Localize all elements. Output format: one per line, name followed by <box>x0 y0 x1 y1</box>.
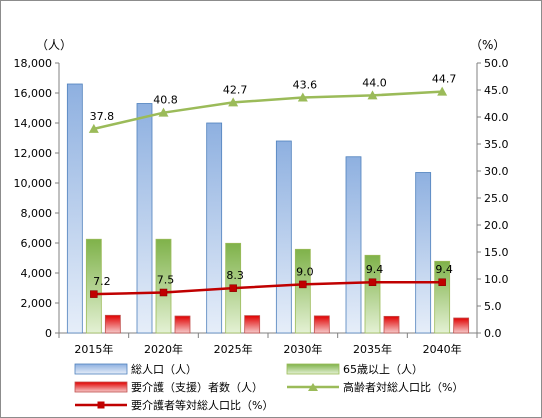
bar-elderly-65plus <box>294 248 311 334</box>
legend-care-recipients-swatch <box>74 381 128 393</box>
x-tick-label: 2035年 <box>353 342 392 356</box>
marker-care-ratio <box>438 278 446 286</box>
legend-elderly-ratio-marker <box>308 383 318 391</box>
data-label-elderly-ratio: 37.8 <box>90 110 115 123</box>
y-right-tick-label: 40.0 <box>484 111 509 124</box>
y-left-tick-label: 0 <box>45 327 52 340</box>
marker-elderly-ratio <box>158 107 169 117</box>
bar-total-population <box>345 156 362 334</box>
marker-elderly-ratio <box>437 86 448 96</box>
x-tick-label: 2020年 <box>144 342 183 356</box>
y-right-tick-label: 25.0 <box>484 192 509 205</box>
legend-care-ratio-label: 要介護者等対総人口比（%） <box>131 398 273 412</box>
data-label-care-ratio: 9.0 <box>296 265 314 278</box>
data-label-care-ratio: 9.4 <box>435 263 453 276</box>
bar-total-population <box>275 140 292 334</box>
legend-care-ratio-marker <box>97 401 105 409</box>
bar-care-recipients <box>104 314 121 334</box>
y-right-tick-label: 15.0 <box>484 246 509 259</box>
marker-care-ratio <box>229 284 237 292</box>
y-right-tick-label: 0.0 <box>484 327 502 340</box>
marker-care-ratio <box>90 290 98 298</box>
y-left-tick-label: 4,000 <box>21 267 53 280</box>
legend-care-recipients-label: 要介護（支援）者数（人） <box>131 380 263 394</box>
y-right-tick-label: 20.0 <box>484 219 509 232</box>
legend-elderly-65plus-label: 65歳以上（人） <box>343 363 423 376</box>
bar-total-population <box>415 172 432 334</box>
x-tick-label: 2030年 <box>283 342 322 356</box>
line-elderly-ratio <box>93 90 443 131</box>
y-left-tick-label: 12,000 <box>14 147 53 160</box>
y-left-tick-label: 6,000 <box>21 237 53 250</box>
marker-elderly-ratio <box>228 97 239 107</box>
marker-care-ratio <box>368 278 377 286</box>
bar-total-population <box>66 83 83 334</box>
y-right-tick-label: 35.0 <box>484 138 509 151</box>
data-label-care-ratio: 8.3 <box>226 269 244 282</box>
legend-elderly-ratio-label: 高齢者対総人口比（%） <box>343 380 463 394</box>
legend-elderly-65plus-swatch <box>286 363 340 375</box>
y-right-unit-label: （%） <box>470 38 505 52</box>
data-label-care-ratio: 9.4 <box>366 263 384 276</box>
bar-elderly-65plus <box>364 254 381 334</box>
data-label-elderly-ratio: 42.7 <box>223 83 248 96</box>
line-care-ratio <box>93 280 443 296</box>
y-right-tick-label: 5.0 <box>484 300 502 313</box>
data-label-elderly-ratio: 44.7 <box>432 73 457 86</box>
marker-care-ratio <box>299 280 307 289</box>
y-left-tick-label: 14,000 <box>14 117 53 130</box>
bar-care-recipients <box>244 315 261 334</box>
data-label-care-ratio: 7.2 <box>93 275 111 288</box>
y-right-tick-label: 10.0 <box>484 273 509 286</box>
y-left-tick-label: 8,000 <box>21 207 53 220</box>
data-label-elderly-ratio: 40.8 <box>153 94 178 107</box>
y-right-tick-label: 45.0 <box>484 84 509 97</box>
bar-care-recipients <box>313 315 330 334</box>
bar-care-recipients <box>453 317 470 334</box>
x-tick-label: 2040年 <box>423 342 462 356</box>
y-left-unit-label: （人） <box>36 38 72 52</box>
y-right-tick-label: 30.0 <box>484 165 509 178</box>
marker-elderly-ratio <box>88 123 99 133</box>
y-right-tick-label: 50.0 <box>484 57 509 70</box>
bar-total-population <box>206 122 223 334</box>
bar-total-population <box>136 103 153 334</box>
data-label-elderly-ratio: 44.0 <box>362 76 387 89</box>
legend-total-population-label: 総人口（人） <box>131 362 197 376</box>
x-tick-label: 2025年 <box>214 342 253 356</box>
bar-elderly-65plus <box>155 238 172 334</box>
bar-care-recipients <box>174 315 191 334</box>
marker-care-ratio <box>159 288 168 297</box>
data-label-elderly-ratio: 43.6 <box>293 79 318 92</box>
x-tick-label: 2015年 <box>74 342 113 356</box>
bar-elderly-65plus <box>85 238 102 334</box>
marker-elderly-ratio <box>297 92 308 102</box>
marker-elderly-ratio <box>367 90 378 100</box>
y-left-tick-label: 16,000 <box>14 87 53 100</box>
y-left-tick-label: 10,000 <box>14 177 53 190</box>
legend-total-population-swatch <box>74 363 128 375</box>
y-left-tick-label: 18,000 <box>14 57 53 70</box>
data-label-care-ratio: 7.5 <box>157 274 175 287</box>
y-left-tick-label: 2,000 <box>21 297 53 310</box>
bar-care-recipients <box>383 315 400 334</box>
